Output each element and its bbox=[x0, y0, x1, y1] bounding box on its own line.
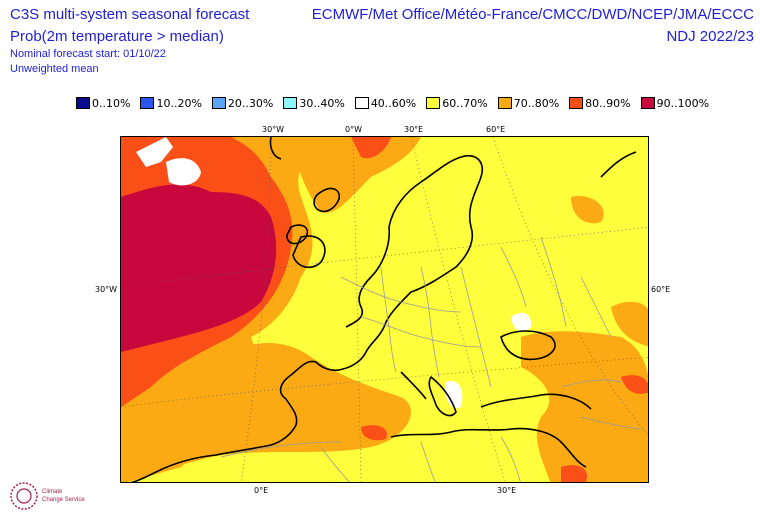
legend-swatch bbox=[569, 97, 584, 109]
prob-70-80-ne bbox=[571, 196, 604, 224]
forecast-start: Nominal forecast start: 01/10/22 bbox=[10, 48, 166, 60]
legend-item: 70..80% bbox=[497, 96, 560, 110]
prob-70-80-north bbox=[291, 137, 421, 213]
logo-line2: Change Service bbox=[42, 497, 85, 503]
logo-core-icon bbox=[16, 488, 32, 504]
prob-40-60-east bbox=[511, 312, 532, 332]
legend: 0..10% 10..20% 20..30% 30..40% 40..60% 6… bbox=[76, 96, 719, 110]
legend-label: 10..20% bbox=[156, 96, 202, 110]
legend-label: 30..40% bbox=[299, 96, 345, 110]
legend-label: 0..10% bbox=[92, 96, 131, 110]
lat-label-right: 60°E bbox=[651, 285, 671, 294]
prob-90-100-atlantic bbox=[121, 184, 277, 352]
lon-label-bottom-30e: 30°E bbox=[497, 486, 517, 495]
legend-label: 90..100% bbox=[656, 96, 710, 110]
legend-item: 60..70% bbox=[426, 96, 488, 110]
legend-swatch bbox=[211, 97, 226, 109]
prob-80-90-north bbox=[351, 137, 391, 159]
prob-80-90-east bbox=[621, 375, 648, 394]
prob-70-80-far-east bbox=[611, 301, 648, 347]
legend-swatch bbox=[76, 97, 90, 109]
mean-type: Unweighted mean bbox=[10, 63, 99, 75]
prob-40-60-greece bbox=[445, 380, 463, 409]
lon-label-top-30w: 30°W bbox=[262, 125, 285, 134]
lon-label-bottom-0e: 0°E bbox=[254, 486, 269, 495]
map-svg bbox=[121, 137, 648, 482]
legend-item: 90..100% bbox=[640, 96, 710, 110]
legend-swatch bbox=[283, 97, 298, 109]
subtitle: Prob(2m temperature > median) bbox=[10, 28, 224, 45]
legend-label: 60..70% bbox=[442, 96, 488, 110]
legend-swatch bbox=[354, 97, 369, 109]
centres: ECMWF/Met Office/Météo-France/CMCC/DWD/N… bbox=[311, 6, 754, 23]
lon-label-top-30e: 30°E bbox=[404, 125, 424, 134]
lon-label-top-60e: 60°E bbox=[486, 125, 506, 134]
legend-item: 0..10% bbox=[76, 96, 130, 110]
forecast-map bbox=[120, 136, 649, 483]
legend-swatch bbox=[140, 97, 155, 109]
lat-label-left: 30°W bbox=[95, 285, 118, 294]
legend-item: 20..30% bbox=[211, 96, 274, 110]
legend-label: 70..80% bbox=[513, 96, 560, 110]
legend-swatch bbox=[426, 97, 441, 109]
logo-ring-icon bbox=[10, 482, 38, 510]
prob-70-80-east bbox=[521, 331, 648, 482]
title: C3S multi-system seasonal forecast bbox=[10, 6, 250, 23]
legend-label: 40..60% bbox=[370, 96, 417, 110]
prob-70-80-south bbox=[121, 342, 411, 482]
prob-40-60-ice bbox=[166, 158, 201, 186]
prob-80-90-south bbox=[561, 465, 587, 482]
prob-40-60-nw bbox=[136, 137, 173, 167]
legend-item: 80..90% bbox=[569, 96, 631, 110]
prob-80-90-med bbox=[361, 425, 387, 441]
legend-item: 40..60% bbox=[354, 96, 417, 110]
legend-item: 30..40% bbox=[283, 96, 345, 110]
legend-label: 20..30% bbox=[227, 96, 274, 110]
logo-line1: Climate bbox=[42, 489, 63, 495]
legend-swatch bbox=[640, 97, 655, 109]
legend-item: 10..20% bbox=[140, 96, 202, 110]
period: NDJ 2022/23 bbox=[666, 28, 754, 45]
lon-label-top-0w: 0°W bbox=[345, 125, 362, 134]
graticule bbox=[121, 137, 648, 482]
coastlines bbox=[130, 137, 637, 482]
legend-label: 80..90% bbox=[585, 96, 631, 110]
country-borders bbox=[220, 236, 642, 482]
copernicus-logo: Climate Change Service bbox=[6, 478, 106, 518]
logo-svg: Climate Change Service bbox=[10, 482, 85, 510]
legend-swatch bbox=[497, 97, 512, 109]
